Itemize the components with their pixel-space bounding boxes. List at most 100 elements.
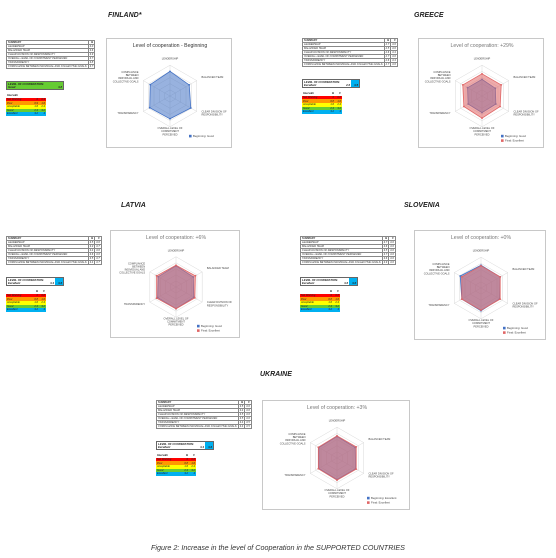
legend-row-value: 3.2 xyxy=(184,472,188,476)
legend-row-value: 2.4 xyxy=(34,108,38,112)
axis-label-line: COMPLIANCE xyxy=(128,261,145,265)
legend-row-label: Poor xyxy=(7,101,13,105)
legend-row-label: Not Working xyxy=(7,98,22,102)
series-point xyxy=(499,105,502,108)
cooperation-level-box: LEVEL OF COOPERATION: Good 3.8 xyxy=(6,81,64,91)
legend-row-value: 1.6 xyxy=(337,99,341,103)
axis-label-line: PERCEIVED xyxy=(474,324,489,328)
legend-row-value: 0.8 xyxy=(34,297,38,301)
axis-label-line: PERCEIVED xyxy=(169,323,184,327)
legend-row-value: 2.4 xyxy=(41,105,45,109)
axis-label-line: OVERALL LEVEL OF xyxy=(164,316,189,320)
legend-entry: Beginning: Good xyxy=(201,324,222,328)
legend-entry: Final: Excellent xyxy=(371,501,390,505)
legend-row-value: 0.9 xyxy=(34,101,38,105)
series-point xyxy=(148,106,151,109)
cooperation-level-box: LEVEL OF COOPERATION: Excellent 2.6 3.5 xyxy=(302,79,360,89)
radar-chart: Level of cooperation: +3% LEADERSHIP BALAN… xyxy=(262,400,410,510)
axis-label-line: BETWEEN xyxy=(293,435,306,439)
series-point xyxy=(336,434,338,437)
cooperation-label-wrap: LEVEL OF COOPERATION: Excellent xyxy=(7,278,47,285)
legend-row-label: Good xyxy=(157,468,164,472)
series-point xyxy=(480,264,482,267)
chart-title: Level of cooperation: +29% xyxy=(450,43,513,49)
series-point xyxy=(317,467,320,470)
axis-label: COMPLIANCE BETWEEN INDIVIDUAL AND COLLECTIV… xyxy=(113,70,139,83)
series-point xyxy=(194,274,197,277)
legend-col-header: F xyxy=(193,454,195,458)
legend-title: Intervalli xyxy=(7,94,18,98)
summary-row-label: COMPLIANCE BETWEEN INDIVIDUAL AND COLLEC… xyxy=(302,62,385,67)
legend-row-value: 3.2 xyxy=(191,468,195,472)
legend-entry: Beginning: Excellent xyxy=(371,496,397,500)
axis-label-line: BALANCED TEAM xyxy=(207,266,229,270)
cooperation-sublabel: Excellent xyxy=(302,281,315,286)
summary-table: SUMMARY B F LEADERSHIP 3.5 3.6 BALANCED TEAM 3.… xyxy=(156,400,252,429)
axis-label-line: CLEAR DIVISION OF xyxy=(201,110,226,114)
legend-row-value: 0.8 xyxy=(184,461,188,465)
summary-row-value: 3.6 xyxy=(388,260,396,265)
legend-row-value: 2.4 xyxy=(337,103,341,107)
legend-row: Acceptable 1.6 2.4 xyxy=(300,300,340,305)
cooperation-label: LEVEL OF COOPERATION: xyxy=(302,277,338,282)
summary-row: COMPLIANCE BETWEEN INDIVIDUAL AND COLLEC… xyxy=(156,424,252,429)
legend-row: Excellent 3.2 4 xyxy=(300,308,340,312)
series-point xyxy=(193,296,196,299)
cooperation-value: 3.8 xyxy=(55,82,63,90)
legend-entry: Beginning: Good xyxy=(505,134,526,138)
summary-table: SUMMARY B F LEADERSHIP 3.7 3.6 BALANCED TEAM 3.… xyxy=(300,236,396,265)
axis-label-line: TRANSPARENCY xyxy=(124,302,145,306)
series-point xyxy=(155,297,158,300)
radar-svg: Level of cooperation: +6% LEADERSHIP BALAN… xyxy=(119,235,232,333)
summary-row: COMPLIANCE BETWEEN INDIVIDUAL AND COLLEC… xyxy=(6,260,102,265)
chart-title: Level of cooperation: +3% xyxy=(307,405,368,411)
radar-svg: Level of cooperation: +0% LEADERSHIP BALAN… xyxy=(424,235,538,335)
axis-label: CLEAR DIVISION OF RESPONSIBILITY xyxy=(207,300,232,307)
axis-label: CLEAR DIVISION OF RESPONSIBILITY xyxy=(513,110,538,117)
legend-entry: Beginning: Good xyxy=(507,326,528,330)
legend-swatch xyxy=(503,326,506,330)
legend-row-label: Not Working xyxy=(303,96,318,100)
legend-row-label: Acceptable xyxy=(7,105,20,109)
legend-swatch xyxy=(197,324,200,328)
legend-row-label: Poor xyxy=(303,99,309,103)
legend-row-value: 4 xyxy=(337,308,339,312)
legend-row-value: 0.8 xyxy=(328,297,332,301)
legend-row-label: Good xyxy=(301,304,308,308)
cooperation-value-text: 3.4 xyxy=(200,445,204,450)
legend-row: Acceptable 1.6 2.4 xyxy=(6,300,46,305)
legend-row-value: 0 xyxy=(186,458,188,462)
legend-row-value: 0.9 xyxy=(41,98,45,102)
axis-label-line: COMPLIANCE xyxy=(432,262,449,266)
cooperation-label-wrap: LEVEL OF COOPERATION: Excellent xyxy=(157,442,197,449)
legend-row-label: Excellent xyxy=(301,308,312,312)
axis-label: TRANSPARENCY xyxy=(428,303,449,307)
axis-label-line: INDIVIDUAL AND xyxy=(430,76,451,80)
axis-label-line: TRANSPARENCY xyxy=(428,303,449,307)
legend-row: Good 2.4 3.2 xyxy=(6,304,46,309)
series-point xyxy=(355,446,358,448)
axis-label-line: BALANCED TEAM xyxy=(512,267,534,271)
cooperation-label: LEVEL OF COOPERATION: xyxy=(8,277,44,282)
legend-col-header: F xyxy=(339,92,341,96)
legend-row: Poor 0.9 1.6 xyxy=(6,101,46,105)
cooperation-value: 3.6 xyxy=(55,278,63,286)
cooperation-value: 3.4 xyxy=(197,442,205,449)
axis-label: COMPLIANCE BETWEEN INDIVIDUAL AND COLLECTIV… xyxy=(119,261,145,274)
legend-row-label: Acceptable xyxy=(301,301,314,305)
axis-label-line: RESPONSIBILITY xyxy=(207,303,229,307)
axis-label-line: RESPONSIBILITY xyxy=(201,113,223,117)
legend-swatch xyxy=(189,134,192,138)
radar-chart: Level of cooperation: +0% LEADERSHIP BALAN… xyxy=(414,230,546,340)
cooperation-sublabel: Excellent xyxy=(8,281,21,286)
legend-row: Poor 0.8 1.6 xyxy=(6,297,46,301)
radar-chart: Level of cooperation - Beginning LEADERSH… xyxy=(106,38,232,148)
legend-row-value: 1.6 xyxy=(328,301,332,305)
legend-row: Poor 0.8 1.6 xyxy=(156,461,196,465)
axis-label-line: COLLECTIVE GOALS xyxy=(280,441,306,445)
cooperation-value-text: 3.4 xyxy=(50,281,54,286)
axis-label-line: RESPONSIBILITY xyxy=(513,113,535,117)
summary-table: SUMMARY B LEADERSHIP 4.0 BALANCED TEAM 3.6 CLE… xyxy=(6,40,96,69)
axis-label-line: CLEAR DIVISION OF xyxy=(513,110,538,114)
legend-row-label: Excellent xyxy=(157,472,168,476)
